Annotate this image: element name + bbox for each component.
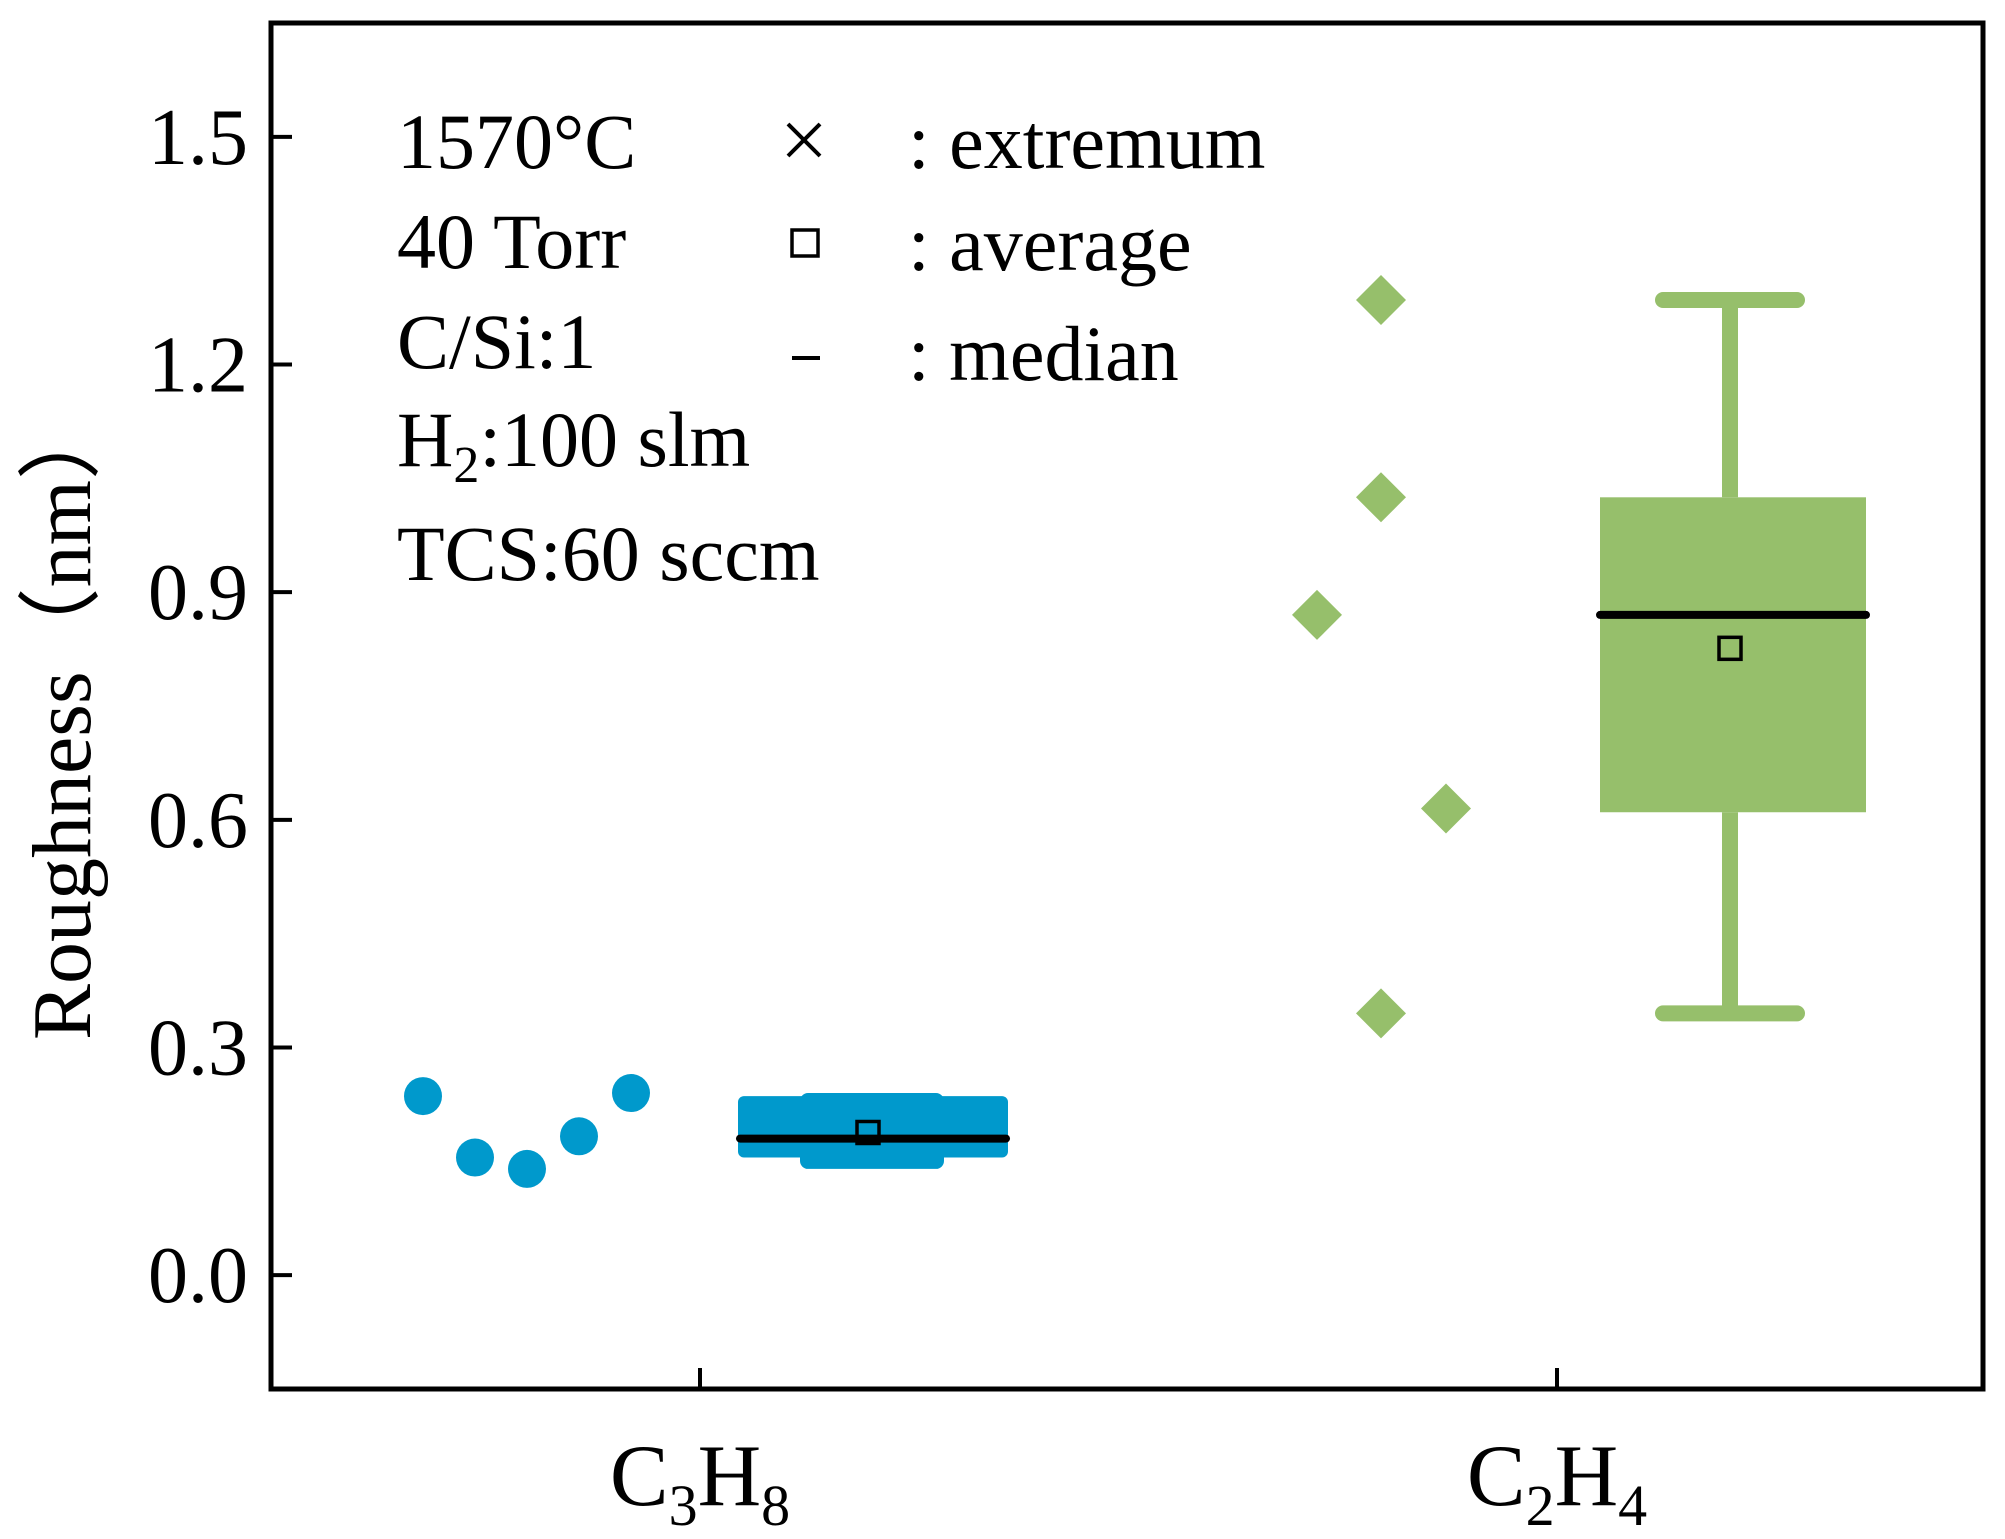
y-tick-label: 0.6 [148,777,248,865]
condition-h2-base: H [397,396,453,483]
data-point [508,1149,546,1188]
legend-median-label: : median [908,310,1179,397]
series-C3H8 [404,1074,1010,1188]
x-axis: C3H8 C2H4 [610,1368,1647,1538]
data-point [1356,472,1406,523]
condition-temperature: 1570°C [397,98,636,185]
x-tick-label-part: 4 [1618,1473,1647,1538]
data-point [1421,783,1471,834]
y-axis-title: Roughness（nm） [16,396,109,1040]
series-C2H4 [1292,274,1870,1039]
x-tick-label: C3H8 [610,1428,790,1538]
legend-extremum-label: : extremum [908,98,1265,185]
data-point [404,1077,442,1116]
condition-tcs-flow: TCS:60 sccm [397,510,820,597]
mean-marker [855,1119,881,1146]
condition-h2-sub: 2 [453,437,479,494]
data-point [1292,589,1342,640]
condition-h2-value: :100 slm [479,396,750,483]
iqr-box [738,1096,1008,1158]
y-tick-label: 1.5 [148,94,248,182]
x-tick-label-part: H [698,1428,762,1525]
data-point [1356,988,1406,1039]
condition-h2-flow: H2:100 slm [397,396,750,494]
legend: : extremum : average : median [786,98,1265,397]
y-tick-label: 0.0 [148,1232,248,1320]
data-point [1356,274,1406,325]
legend-cross-icon [786,122,822,158]
condition-c-si-ratio: C/Si:1 [397,298,596,385]
data-point [456,1138,494,1177]
y-tick-label: 0.9 [148,549,248,637]
y-axis: 0.0 0.3 0.6 0.9 1.2 1.5 [148,94,292,1320]
x-tick-label-part: H [1555,1428,1619,1525]
x-tick-label-part: C [610,1428,669,1525]
y-tick-label: 0.3 [148,1005,248,1093]
y-tick-label: 1.2 [148,322,248,410]
x-tick-label: C2H4 [1467,1428,1647,1538]
x-tick-label-part: 8 [761,1473,790,1538]
legend-square-icon [790,228,820,258]
x-tick-label-part: 3 [669,1473,698,1538]
x-tick-label-part: 2 [1526,1473,1555,1538]
iqr-box [1600,497,1866,813]
data-point [560,1117,598,1156]
data-point [612,1074,650,1113]
condition-pressure: 40 Torr [397,198,626,285]
mean-marker [1717,635,1743,662]
series-layer [404,274,1870,1188]
x-tick-label-part: C [1467,1428,1526,1525]
plot-frame [268,20,1986,1392]
legend-average-label: : average [908,200,1192,287]
conditions: 1570°C 40 Torr C/Si:1 H2:100 slm TCS:60 … [397,98,820,597]
